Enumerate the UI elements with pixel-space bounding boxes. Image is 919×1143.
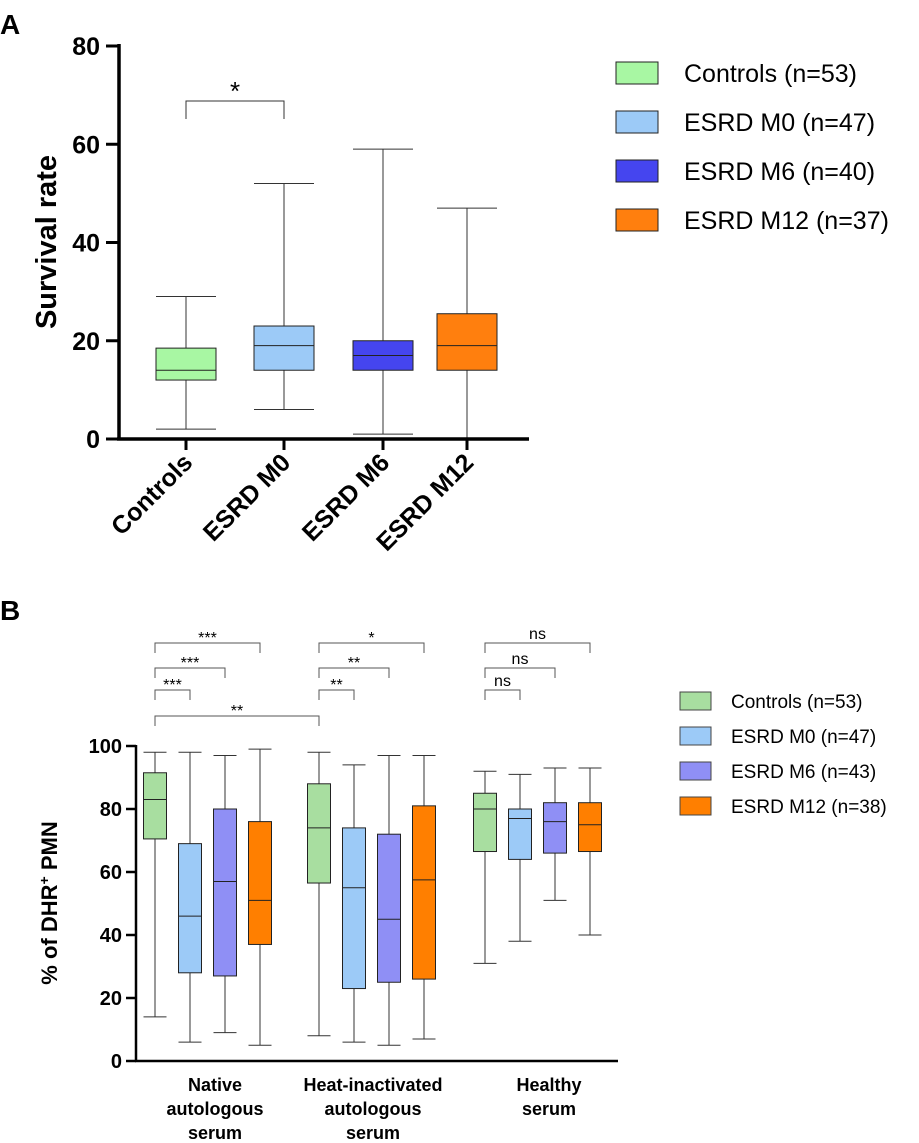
b-sig-bracket-9 [154, 715, 320, 726]
panel-a-y-axis-label: Survival rate [31, 155, 63, 329]
b-group-1-line-0: Heat-inactivated [303, 1075, 442, 1095]
panel-a-label: A [0, 9, 20, 40]
box-b-2-0 [473, 792, 497, 853]
box-b-1-1 [342, 827, 366, 990]
b-y-tick-label-2: 40 [100, 925, 122, 947]
b-group-2-line-0: Healthy [516, 1075, 581, 1095]
b-sig-bracket-8 [484, 689, 521, 700]
a-sig-bracket-0 [185, 100, 285, 119]
b-sig-label-0: *** [198, 630, 217, 647]
b-group-0-line-0: Native [188, 1075, 242, 1095]
panel-b-boxes [143, 748, 602, 1046]
b-sig-label-6: ns [529, 626, 546, 643]
box-a-1 [253, 325, 315, 371]
b-y-tick-label-0: 0 [111, 1051, 122, 1073]
b-y-tick-label-1: 20 [100, 988, 122, 1010]
a-legend-label-2: ESRD M6 (n=40) [684, 158, 875, 186]
panel-a-boxes [155, 148, 498, 440]
panel-b-y-label-main: % of DHR [37, 884, 62, 984]
b-sig-bracket-1 [154, 667, 226, 678]
a-legend-swatch-2 [615, 159, 659, 183]
b-legend-label-2: ESRD M6 (n=43) [731, 762, 876, 783]
b-sig-label-2: *** [163, 677, 182, 694]
panel-b-y-label-superscript: + [36, 876, 52, 884]
a-y-tick-label-4: 80 [72, 33, 100, 61]
a-sig-label-0: * [230, 76, 240, 106]
b-sig-bracket-0 [154, 642, 261, 653]
b-legend-swatch-0 [679, 691, 712, 711]
b-sig-bracket-5 [318, 689, 355, 700]
b-sig-bracket-6 [484, 642, 591, 653]
box-b-2-1 [508, 808, 532, 860]
a-legend-label-1: ESRD M0 (n=47) [684, 109, 875, 137]
box-b-1-0 [307, 783, 331, 884]
panel-b-label: B [0, 595, 20, 626]
box-b-0-0 [143, 772, 167, 840]
b-group-0-line-1: autologous [167, 1099, 264, 1119]
a-legend-swatch-3 [615, 208, 659, 232]
b-sig-label-3: * [368, 630, 374, 647]
b-sig-bracket-4 [318, 667, 390, 678]
b-group-0-line-2: serum [188, 1123, 242, 1143]
b-y-tick-label-5: 100 [89, 736, 122, 758]
panel-b-y-ticks: 0 20 40 60 80 100 [89, 736, 136, 1073]
panel-b-group-labels: Native autologous serum Heat-inactivated aut… [167, 1075, 582, 1143]
b-legend-label-0: Controls (n=53) [731, 692, 862, 713]
b-group-1-line-1: autologous [325, 1099, 422, 1119]
b-sig-bracket-2 [154, 689, 191, 700]
box-b-0-1 [178, 843, 202, 974]
b-sig-bracket-3 [318, 642, 425, 653]
b-y-tick-label-4: 80 [100, 799, 122, 821]
a-x-tick-label-0: Controls [106, 448, 198, 540]
panel-a-y-ticks: 0 20 40 60 80 [72, 33, 119, 454]
b-sig-label-9: ** [231, 703, 243, 720]
b-sig-bracket-7 [484, 667, 556, 678]
box-b-0-3 [248, 821, 272, 945]
box-b-2-2 [543, 802, 567, 854]
b-sig-label-4: ** [348, 655, 360, 672]
box-b-2-3 [578, 802, 602, 853]
box-b-0-2 [213, 808, 237, 977]
panel-b-legend: Controls (n=53) ESRD M0 (n=47) ESRD M6 (n=… [679, 691, 887, 818]
b-sig-label-7: ns [512, 651, 529, 668]
panel-b-y-label-tail: PMN [37, 821, 62, 876]
box-b-1-3 [412, 805, 436, 980]
b-y-tick-label-3: 60 [100, 862, 122, 884]
a-y-tick-label-0: 0 [86, 426, 100, 454]
box-a-3 [436, 313, 498, 371]
panel-a-significance: * [185, 76, 285, 119]
a-legend-swatch-1 [615, 110, 659, 134]
b-legend-swatch-1 [679, 726, 712, 746]
panel-b-y-axis-label: % of DHR+ PMN [36, 821, 62, 984]
box-a-0 [155, 347, 217, 381]
a-x-tick-label-1: ESRD M0 [198, 448, 296, 546]
b-legend-swatch-2 [679, 761, 712, 781]
b-group-1-line-2: serum [346, 1123, 400, 1143]
a-legend-label-0: Controls (n=53) [684, 60, 857, 88]
a-legend-swatch-0 [615, 61, 659, 85]
b-sig-label-8: ns [494, 673, 511, 690]
box-b-1-2 [377, 833, 401, 983]
b-legend-label-1: ESRD M0 (n=47) [731, 727, 876, 748]
a-y-tick-label-3: 60 [72, 131, 100, 159]
b-sig-label-5: ** [330, 677, 342, 694]
panel-a-legend: Controls (n=53) ESRD M0 (n=47) ESRD M6 (n=… [615, 60, 889, 235]
a-y-tick-label-2: 40 [72, 230, 100, 258]
b-legend-swatch-3 [679, 796, 712, 816]
b-legend-label-3: ESRD M12 (n=38) [731, 797, 887, 818]
a-y-tick-label-1: 20 [72, 328, 100, 356]
a-legend-label-3: ESRD M12 (n=37) [684, 207, 889, 235]
b-group-2-line-1: serum [522, 1099, 576, 1119]
b-sig-label-1: *** [181, 655, 200, 672]
